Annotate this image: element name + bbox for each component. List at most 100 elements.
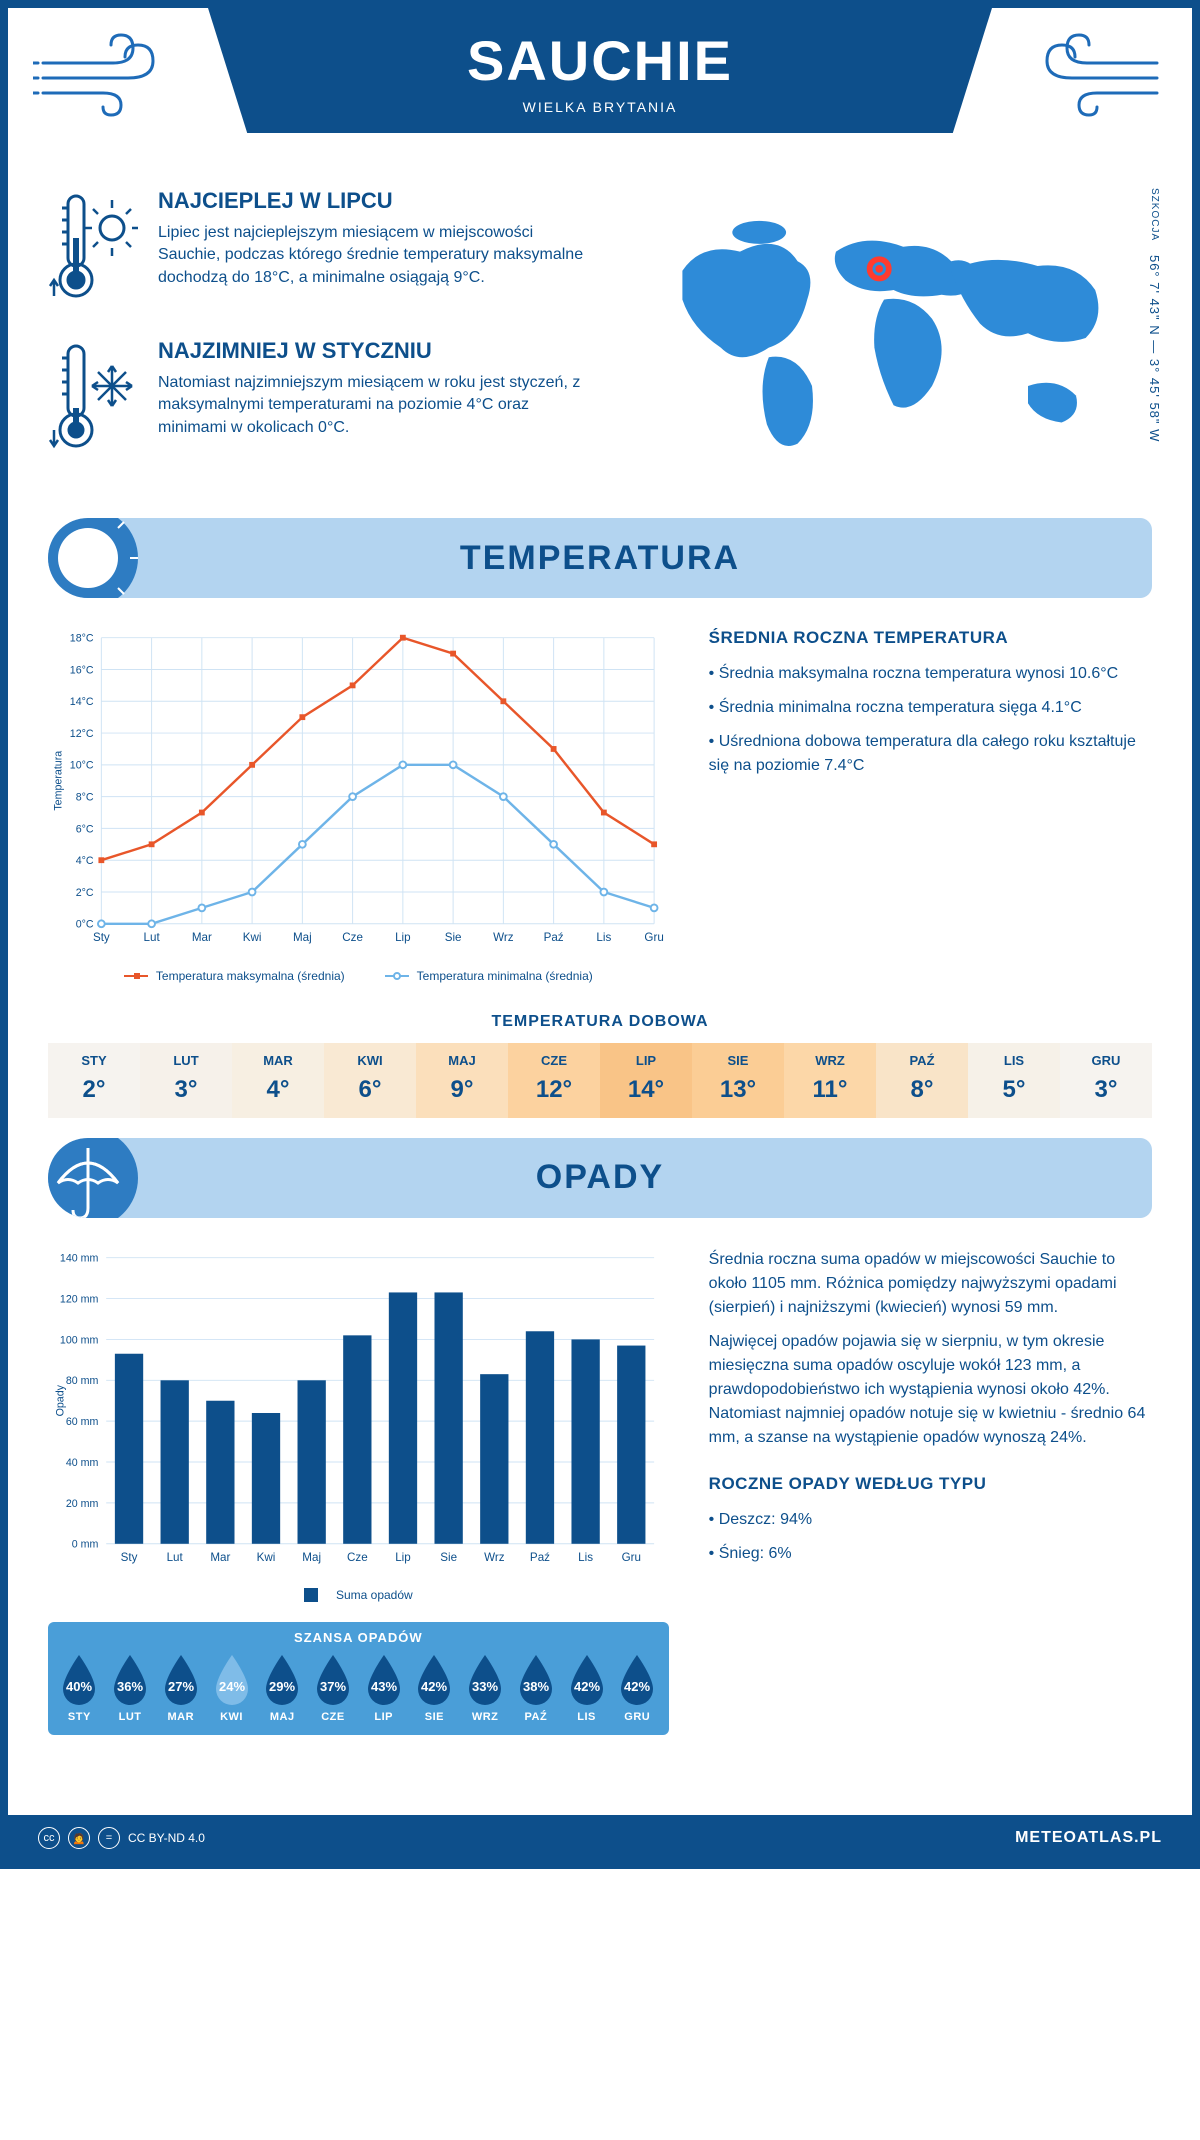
precip-chart-legend: Suma opadów (48, 1588, 669, 1602)
precip-chance-panel: SZANSA OPADÓW 40% STY 36% LUT 27% MAR 24… (48, 1622, 669, 1735)
svg-text:Maj: Maj (302, 1551, 321, 1564)
svg-text:0 mm: 0 mm (72, 1538, 99, 1550)
thermometer-hot-icon (48, 188, 138, 313)
svg-text:Temperatura: Temperatura (53, 751, 65, 811)
warmest-block: NAJCIEPLEJ W LIPCU Lipiec jest najcieple… (48, 188, 585, 313)
daily-cell: MAR4° (232, 1043, 324, 1118)
svg-text:Sie: Sie (440, 1551, 457, 1564)
chance-drop: 43% LIP (358, 1653, 409, 1723)
daily-temp-heading: TEMPERATURA DOBOWA (48, 1013, 1152, 1031)
svg-text:37%: 37% (320, 1679, 346, 1694)
chance-drop: 42% GRU (612, 1653, 663, 1723)
svg-text:Kwi: Kwi (257, 1551, 276, 1564)
by-icon: 🙍 (68, 1827, 90, 1849)
daily-cell: WRZ11° (784, 1043, 876, 1118)
svg-text:12°C: 12°C (70, 728, 94, 740)
daily-cell: STY2° (48, 1043, 140, 1118)
svg-text:Lut: Lut (144, 931, 161, 944)
warmest-text: Lipiec jest najcieplejszym miesiącem w m… (158, 222, 585, 289)
cc-icon: cc (38, 1827, 60, 1849)
svg-text:42%: 42% (574, 1679, 600, 1694)
svg-text:80 mm: 80 mm (66, 1375, 99, 1387)
svg-text:Cze: Cze (342, 931, 363, 944)
svg-text:Sty: Sty (93, 931, 110, 944)
chance-drop: 33% WRZ (460, 1653, 511, 1723)
chance-drop: 27% MAR (155, 1653, 206, 1723)
section-header-precip: OPADY (48, 1138, 1152, 1218)
svg-text:Cze: Cze (347, 1551, 368, 1564)
daily-cell: MAJ9° (416, 1043, 508, 1118)
daily-cell: LUT3° (140, 1043, 232, 1118)
svg-text:24%: 24% (219, 1679, 245, 1694)
svg-text:Mar: Mar (192, 931, 212, 944)
wind-icon-left (8, 8, 208, 138)
svg-text:8°C: 8°C (76, 792, 94, 804)
daily-temp-table: STY2°LUT3°MAR4°KWI6°MAJ9°CZE12°LIP14°SIE… (48, 1043, 1152, 1118)
svg-text:Lip: Lip (395, 931, 411, 944)
wind-icon-right (992, 8, 1192, 138)
svg-text:2°C: 2°C (76, 887, 94, 899)
svg-text:120 mm: 120 mm (60, 1293, 99, 1305)
temperature-line-chart: 0°C2°C4°C6°C8°C10°C12°C14°C16°C18°CStyLu… (48, 628, 669, 958)
temp-chart-legend: Temperatura maksymalna (średnia) Tempera… (48, 969, 669, 983)
section-title-temperature: TEMPERATURA (48, 539, 1152, 578)
daily-cell: GRU3° (1060, 1043, 1152, 1118)
svg-text:Gru: Gru (622, 1551, 641, 1564)
svg-text:Opady: Opady (55, 1384, 67, 1416)
umbrella-icon (48, 1138, 138, 1218)
chance-drop: 37% CZE (308, 1653, 359, 1723)
svg-text:60 mm: 60 mm (66, 1416, 99, 1428)
svg-text:0°C: 0°C (76, 919, 94, 931)
svg-text:Paź: Paź (530, 1551, 550, 1564)
thermometer-cold-icon (48, 338, 138, 463)
svg-text:Gru: Gru (644, 931, 663, 944)
svg-text:27%: 27% (168, 1679, 194, 1694)
city-title: SAUCHIE (208, 28, 992, 93)
brand: METEOATLAS.PL (1015, 1829, 1162, 1847)
svg-text:20 mm: 20 mm (66, 1498, 99, 1510)
section-title-precip: OPADY (48, 1158, 1152, 1197)
svg-text:33%: 33% (472, 1679, 498, 1694)
daily-cell: KWI6° (324, 1043, 416, 1118)
license: cc 🙍 = CC BY-ND 4.0 (38, 1827, 205, 1849)
nd-icon: = (98, 1827, 120, 1849)
svg-text:38%: 38% (523, 1679, 549, 1694)
chance-drop: 38% PAŹ (510, 1653, 561, 1723)
svg-text:Lis: Lis (596, 931, 611, 944)
svg-text:Wrz: Wrz (493, 931, 514, 944)
coordinates: SZKOCJA 56° 7' 43" N — 3° 45' 58" W (1147, 188, 1162, 488)
coldest-block: NAJZIMNIEJ W STYCZNIU Natomiast najzimni… (48, 338, 585, 463)
title-banner: SAUCHIE WIELKA BRYTANIA (208, 8, 992, 133)
chance-drop: 29% MAJ (257, 1653, 308, 1723)
svg-text:40 mm: 40 mm (66, 1457, 99, 1469)
page-frame: SAUCHIE WIELKA BRYTANIA (0, 0, 1200, 1869)
precip-summary-text: Średnia roczna suma opadów w miejscowośc… (709, 1248, 1152, 1736)
chance-drop: 40% STY (54, 1653, 105, 1723)
svg-text:Lut: Lut (167, 1551, 184, 1564)
svg-text:10°C: 10°C (70, 760, 94, 772)
svg-text:Mar: Mar (210, 1551, 230, 1564)
chance-drop: 24% KWI (206, 1653, 257, 1723)
daily-cell: CZE12° (508, 1043, 600, 1118)
country-subtitle: WIELKA BRYTANIA (208, 99, 992, 115)
svg-text:29%: 29% (269, 1679, 295, 1694)
svg-text:Maj: Maj (293, 931, 312, 944)
svg-text:14°C: 14°C (70, 696, 94, 708)
temp-summary-text: ŚREDNIA ROCZNA TEMPERATURA Średnia maksy… (709, 628, 1152, 983)
warmest-title: NAJCIEPLEJ W LIPCU (158, 188, 585, 214)
coldest-title: NAJZIMNIEJ W STYCZNIU (158, 338, 585, 364)
svg-text:18°C: 18°C (70, 633, 94, 645)
svg-text:100 mm: 100 mm (60, 1334, 99, 1346)
chance-drop: 42% SIE (409, 1653, 460, 1723)
daily-cell: LIP14° (600, 1043, 692, 1118)
svg-text:Lip: Lip (395, 1551, 411, 1564)
section-header-temperature: TEMPERATURA (48, 518, 1152, 598)
svg-text:42%: 42% (421, 1679, 447, 1694)
daily-cell: SIE13° (692, 1043, 784, 1118)
svg-text:6°C: 6°C (76, 823, 94, 835)
world-map: SZKOCJA 56° 7' 43" N — 3° 45' 58" W (615, 188, 1152, 488)
header: SAUCHIE WIELKA BRYTANIA (8, 8, 1192, 168)
precip-bar-chart: 0 mm20 mm40 mm60 mm80 mm100 mm120 mm140 … (48, 1248, 669, 1578)
daily-cell: PAŹ8° (876, 1043, 968, 1118)
svg-text:43%: 43% (371, 1679, 397, 1694)
